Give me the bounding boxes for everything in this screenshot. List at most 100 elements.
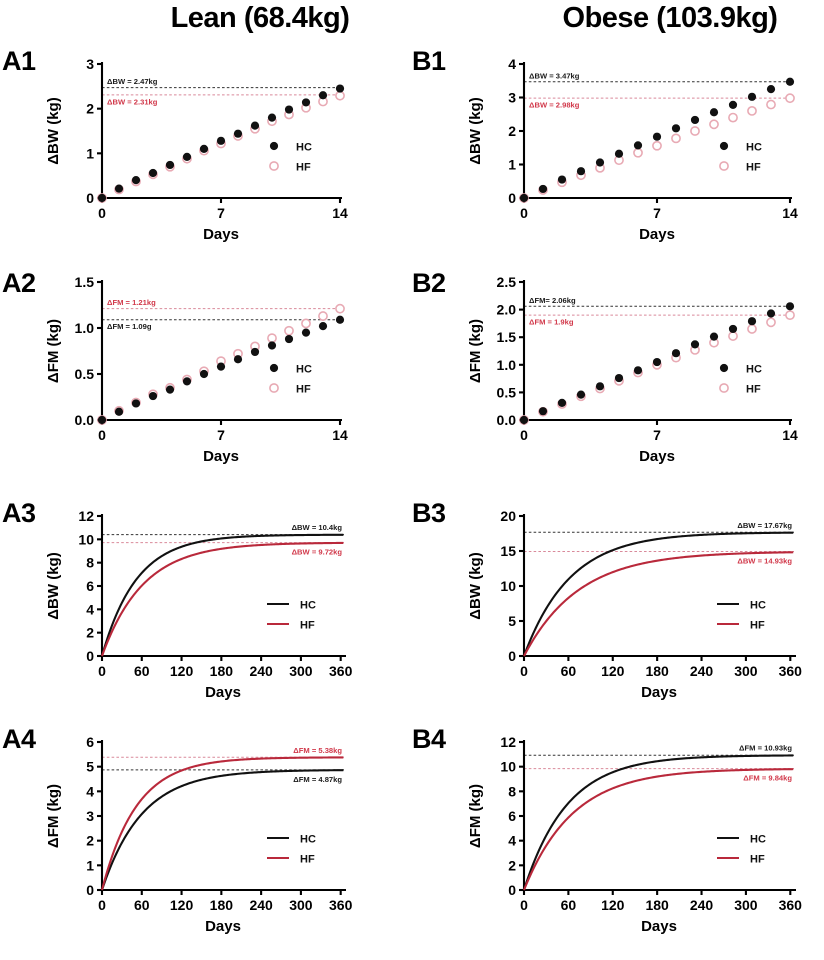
plot-a2: ΔFM = 1.21kg ΔFM = 1.09g 0.0 0.5 1.0 1.5 0 7 14 D… bbox=[45, 274, 348, 465]
y-tick-label: 1.5 bbox=[497, 329, 517, 345]
data-point-hc bbox=[747, 317, 757, 326]
annotation-label: ΔBW = 2.31kg bbox=[107, 97, 158, 106]
y-tick-label: 4 bbox=[508, 56, 516, 72]
y-tick-label: 6 bbox=[86, 734, 94, 750]
data-point-hc bbox=[233, 129, 243, 138]
annotation-label: ΔBW = 17.67kg bbox=[737, 521, 792, 530]
y-tick-label: 0 bbox=[508, 190, 516, 206]
y-tick-label: 0.0 bbox=[497, 412, 517, 428]
x-tick-label: 180 bbox=[210, 897, 234, 913]
data-point-hc bbox=[576, 390, 586, 399]
data-point-hc bbox=[709, 108, 719, 117]
data-point-hc bbox=[301, 328, 311, 337]
data-point-hc bbox=[97, 193, 107, 203]
y-tick-label: 4 bbox=[86, 783, 94, 799]
y-tick-label: 0.5 bbox=[497, 384, 517, 400]
y-tick-label: 1.5 bbox=[75, 274, 95, 290]
x-tick-label: 360 bbox=[329, 897, 353, 913]
x-tick-label: 300 bbox=[734, 663, 758, 679]
legend-marker-hf bbox=[269, 383, 279, 393]
y-tick-label: 8 bbox=[508, 783, 516, 799]
x-tick-label: 300 bbox=[734, 897, 758, 913]
panel-letter-b1: B1 bbox=[412, 46, 446, 76]
data-point-hf bbox=[284, 325, 294, 336]
y-tick-label: 1 bbox=[86, 857, 94, 873]
data-point-hc bbox=[165, 160, 175, 170]
panel-letter-a4: A4 bbox=[2, 724, 36, 754]
data-point-hf bbox=[728, 331, 738, 341]
data-point-hc bbox=[335, 315, 345, 324]
data-point-hf bbox=[728, 112, 738, 123]
column-title-lean: Lean (68.4kg) bbox=[170, 2, 350, 34]
x-tick-label: 60 bbox=[134, 663, 150, 679]
x-tick-label: 0 bbox=[98, 205, 106, 221]
y-tick-label: 0 bbox=[86, 190, 94, 206]
legend-label-hc: HC bbox=[750, 834, 766, 846]
y-tick-label: 8 bbox=[86, 555, 94, 571]
data-point-hf bbox=[709, 119, 719, 130]
x-tick-label: 120 bbox=[170, 897, 194, 913]
annotation-label: ΔBW = 2.98kg bbox=[529, 101, 580, 110]
x-tick-label: 180 bbox=[210, 663, 234, 679]
x-tick-label: 60 bbox=[561, 663, 577, 679]
x-tick-label: 120 bbox=[170, 663, 194, 679]
y-tick-label: 0 bbox=[86, 882, 94, 898]
panel-letter-a3: A3 bbox=[2, 498, 36, 528]
panel-letter-a1: A1 bbox=[2, 46, 36, 76]
y-axis-title: ΔFM (kg) bbox=[45, 784, 62, 848]
y-tick-label: 1 bbox=[508, 157, 516, 173]
x-axis-title: Days bbox=[641, 918, 677, 935]
annotation-label: ΔFM = 1.21kg bbox=[107, 298, 156, 307]
data-point-hc bbox=[519, 193, 529, 203]
y-tick-label: 3 bbox=[86, 808, 94, 824]
panel-letter-b2: B2 bbox=[412, 268, 446, 298]
x-tick-label: 240 bbox=[690, 897, 714, 913]
data-point-hf bbox=[301, 318, 311, 329]
y-tick-label: 0 bbox=[508, 882, 516, 898]
panel-b3: B3 ΔBW = 17.67kg ΔBW = 14.93kg 0 5 10 15 20 0 60 1… bbox=[412, 492, 812, 714]
x-tick-label: 360 bbox=[779, 897, 803, 913]
legend-label-hc: HC bbox=[750, 600, 766, 612]
data-point-hc bbox=[216, 362, 226, 371]
y-axis-title: ΔBW (kg) bbox=[45, 97, 62, 164]
data-point-hc bbox=[633, 141, 643, 150]
data-point-hc bbox=[519, 415, 529, 425]
legend-label-hf: HF bbox=[296, 162, 311, 174]
data-point-hc bbox=[199, 144, 209, 153]
x-axis-title: Days bbox=[641, 684, 677, 701]
annotation-label: ΔBW = 10.4kg bbox=[292, 523, 343, 532]
legend-marker-hf bbox=[269, 161, 279, 171]
annotation-label: ΔFM = 9.84kg bbox=[743, 774, 792, 783]
data-point-hc bbox=[538, 184, 548, 194]
data-point-hc bbox=[199, 369, 209, 379]
y-tick-label: 20 bbox=[500, 508, 516, 524]
x-axis-title: Days bbox=[639, 448, 675, 465]
annotation-label: ΔBW = 14.93kg bbox=[737, 556, 792, 565]
x-axis-title: Days bbox=[203, 226, 239, 243]
panel-a4: A4 ΔFM = 5.38kg ΔFM = 4.87kg 0 1 2 3 4 5 6 0 60 120 1… bbox=[2, 718, 362, 950]
data-point-hc bbox=[633, 366, 643, 375]
x-tick-label: 14 bbox=[782, 205, 798, 221]
x-tick-label: 240 bbox=[249, 663, 273, 679]
curve-hc bbox=[523, 531, 794, 657]
axis-lines bbox=[522, 514, 796, 658]
x-tick-label: 120 bbox=[601, 663, 625, 679]
data-point-hc bbox=[301, 98, 311, 107]
x-tick-label: 14 bbox=[782, 427, 798, 443]
legend-label-hc: HC bbox=[746, 142, 762, 154]
legend-label-hf: HF bbox=[300, 854, 315, 866]
data-point-hf bbox=[785, 310, 795, 321]
legend-label-hf: HF bbox=[300, 620, 315, 632]
x-tick-label: 0 bbox=[520, 427, 528, 443]
data-point-hc bbox=[538, 407, 548, 416]
x-tick-label: 0 bbox=[98, 427, 106, 443]
data-point-hc bbox=[267, 113, 277, 122]
x-axis-title: Days bbox=[205, 918, 241, 935]
data-point-hc bbox=[148, 168, 158, 178]
data-point-hc bbox=[148, 391, 158, 401]
data-point-hc bbox=[595, 382, 605, 391]
panel-a1: A1 ΔBW = 2.47kg ΔBW = 2.31kg 0 1 2 3 0 7 14 Days ΔB… bbox=[2, 40, 362, 250]
annotation-label: ΔFM = 10.93kg bbox=[739, 744, 792, 753]
